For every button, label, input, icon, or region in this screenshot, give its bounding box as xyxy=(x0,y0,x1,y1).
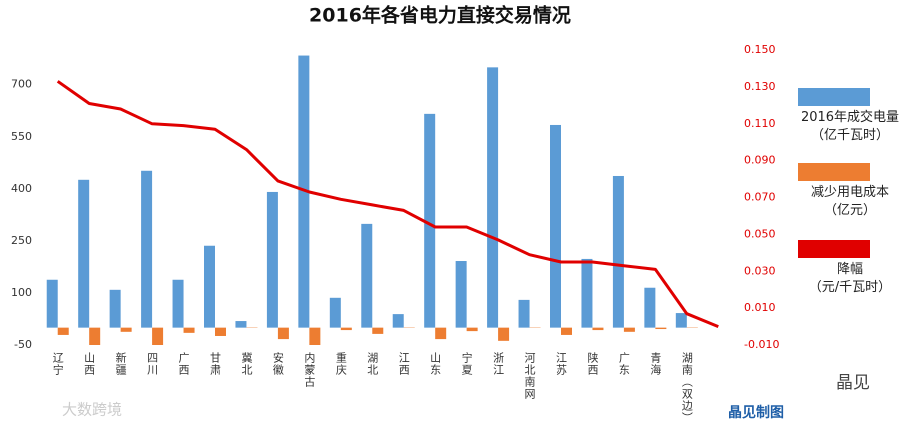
x-tick-label: 浙江 xyxy=(492,352,505,376)
legend-label: 降幅 （元/千瓦时） xyxy=(808,262,892,295)
x-tick-label: 广东 xyxy=(617,352,630,376)
x-tick-label: 甘肃 xyxy=(209,352,222,376)
x-tick-label: 安徽 xyxy=(271,351,284,376)
bar xyxy=(204,245,215,328)
bar xyxy=(675,313,687,328)
bar xyxy=(361,223,373,328)
legend-label: 减少用电成本 （亿元） xyxy=(810,185,889,218)
y-tick-label: 250 xyxy=(11,234,32,247)
bar xyxy=(329,297,341,328)
legend-item: 降幅 （元/千瓦时） xyxy=(795,240,905,297)
bar xyxy=(57,327,69,335)
x-tick-label: 青海 xyxy=(649,352,662,376)
y2-tick-label: 0.070 xyxy=(744,191,776,204)
bar xyxy=(340,327,352,331)
y2-tick-label: 0.090 xyxy=(744,154,776,167)
bar xyxy=(309,327,321,345)
y2-tick-label: -0.010 xyxy=(744,338,779,351)
x-tick-label: 山西 xyxy=(83,352,96,376)
legend-swatch xyxy=(798,88,870,106)
bar xyxy=(215,327,226,336)
credit: 晶见制图 xyxy=(728,404,784,421)
x-tick-label: 四川 xyxy=(146,352,159,376)
x-tick-label: 辽宁 xyxy=(51,352,64,376)
bar xyxy=(498,327,510,341)
bar xyxy=(152,327,164,345)
x-tick-label: 宁夏 xyxy=(460,351,473,376)
bar xyxy=(655,327,667,330)
bar xyxy=(592,327,604,331)
y-tick-label: 400 xyxy=(11,182,32,195)
bar xyxy=(435,327,447,340)
bar xyxy=(372,327,384,334)
legend-item: 2016年成交电量 （亿千瓦时） xyxy=(795,88,905,145)
x-tick-label: 河北南网 xyxy=(523,352,536,400)
x-tick-label: 广西 xyxy=(177,352,190,376)
bar xyxy=(183,327,195,333)
x-tick-label: 冀北 xyxy=(240,351,253,376)
legend-swatch xyxy=(798,240,870,258)
bar xyxy=(487,67,499,328)
bar xyxy=(612,175,624,328)
bar xyxy=(172,279,184,328)
y-tick-label: -50 xyxy=(14,338,32,351)
y2-tick-label: 0.130 xyxy=(744,80,776,93)
x-tick-label: 江苏 xyxy=(555,352,568,376)
watermark: 大数跨境 xyxy=(62,401,122,419)
y-tick-label: 550 xyxy=(11,130,32,143)
y2-tick-label: 0.110 xyxy=(744,117,776,130)
bar xyxy=(424,113,436,328)
bar xyxy=(581,258,593,328)
watermark: 晶见 xyxy=(836,373,870,393)
bar xyxy=(644,287,656,328)
bar xyxy=(466,327,478,332)
bar xyxy=(277,327,289,340)
y2-tick-label: 0.010 xyxy=(744,301,776,314)
chart-title: 2016年各省电力直接交易情况 xyxy=(309,4,571,27)
bar xyxy=(78,179,90,328)
legend-item: 减少用电成本 （亿元） xyxy=(795,163,905,220)
bar xyxy=(455,261,467,328)
bar xyxy=(46,279,58,328)
bar xyxy=(392,314,404,328)
x-tick-label: 重庆 xyxy=(334,351,347,376)
legend-swatch xyxy=(798,163,870,181)
x-tick-label: 陕西 xyxy=(586,351,599,376)
bar xyxy=(518,299,530,328)
line xyxy=(56,80,719,328)
x-tick-label: 湖北 xyxy=(366,352,379,376)
y2-tick-label: 0.150 xyxy=(744,43,776,56)
bar xyxy=(89,327,101,345)
y2-tick-label: 0.050 xyxy=(744,227,776,240)
x-tick-label: 新疆 xyxy=(114,351,127,376)
bar xyxy=(109,289,121,328)
bar xyxy=(623,327,635,332)
bar xyxy=(561,327,572,335)
legend-label: 2016年成交电量 （亿千瓦时） xyxy=(800,110,900,143)
y-tick-label: 100 xyxy=(11,286,32,299)
x-tick-label: 江西 xyxy=(397,352,410,376)
x-tick-label: 山东 xyxy=(429,352,442,376)
bar xyxy=(235,321,247,328)
bar xyxy=(141,170,153,328)
bar xyxy=(266,191,278,328)
x-tick-label: 湖南（双边） xyxy=(680,352,693,424)
y2-tick-label: 0.030 xyxy=(744,264,776,277)
y-tick-label: 700 xyxy=(11,78,32,91)
x-tick-label: 内蒙古 xyxy=(303,351,316,388)
bar xyxy=(120,327,132,332)
bar xyxy=(550,124,561,328)
